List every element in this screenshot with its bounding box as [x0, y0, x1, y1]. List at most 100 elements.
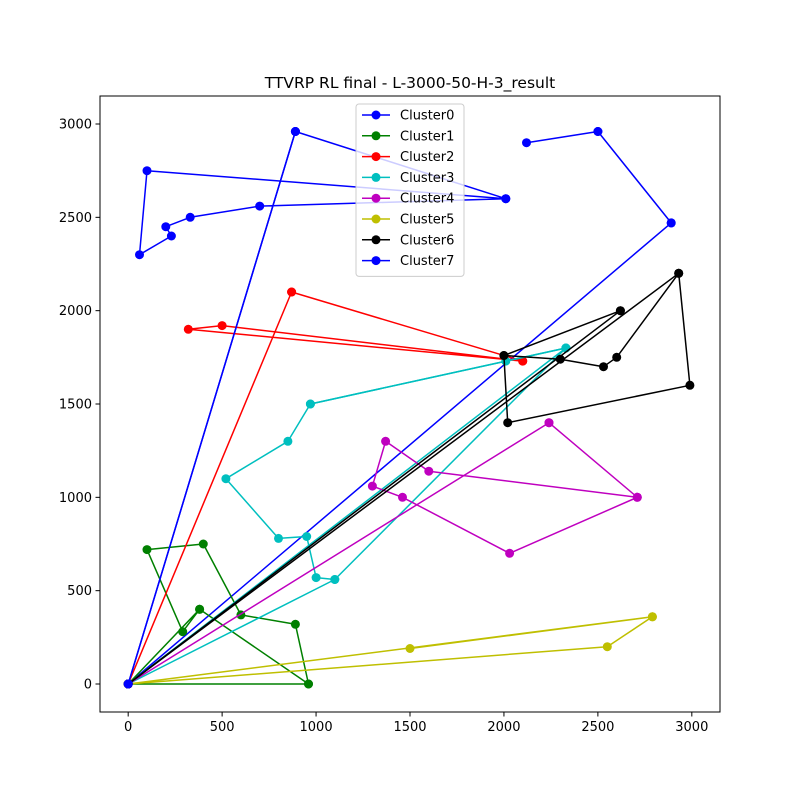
point-cluster4: [505, 548, 515, 558]
y-tick-label: 3000: [59, 118, 92, 133]
route-line-cluster6: [127, 272, 691, 685]
point-cluster3: [274, 533, 283, 543]
point-cluster3: [221, 474, 231, 484]
x-tick-label: 500: [210, 720, 235, 735]
point-cluster6: [674, 268, 684, 278]
x-tick-label: 2000: [487, 720, 520, 735]
legend-label: Cluster7: [400, 254, 454, 269]
point-cluster0: [666, 218, 676, 228]
point-cluster6: [499, 351, 509, 360]
point-cluster0: [161, 222, 171, 232]
point-cluster0: [142, 166, 152, 176]
legend-label: Cluster2: [400, 150, 454, 165]
legend-entry-cluster6: Cluster6: [362, 233, 454, 248]
point-cluster1: [198, 539, 208, 549]
series-cluster0: [123, 127, 676, 689]
point-cluster2: [217, 321, 227, 331]
legend-marker: [371, 214, 381, 224]
point-cluster4: [381, 436, 391, 446]
x-tick-label: 0: [124, 720, 132, 735]
point-cluster3: [305, 399, 315, 409]
chart-title: TTVRP RL final - L-3000-50-H-3_result: [264, 74, 556, 93]
y-tick-label: 1500: [59, 398, 92, 413]
y-tick-label: 2000: [59, 304, 92, 319]
legend-label: Cluster6: [400, 233, 454, 248]
legend-entry-cluster4: Cluster4: [362, 192, 454, 207]
route-line-cluster0: [127, 130, 507, 685]
point-cluster5: [647, 612, 657, 622]
legend-marker: [371, 235, 381, 245]
y-tick-label: 2500: [59, 211, 92, 226]
point-cluster0: [501, 194, 511, 204]
point-cluster2: [518, 356, 528, 366]
series-cluster6: [123, 268, 695, 689]
legend-label: Cluster0: [400, 109, 454, 124]
x-tick-label: 3000: [675, 720, 708, 735]
point-cluster3: [302, 532, 312, 541]
plot-area: 0 500 1000 1500 2000 2500 3000 0 500 1000 1500 2000…: [59, 95, 721, 735]
legend-marker: [371, 193, 381, 203]
point-cluster6: [685, 380, 695, 390]
legend: Cluster0 Cluster1 Cluster2 Cluster3 Cluster4…: [355, 103, 465, 277]
legend-marker: [371, 110, 381, 120]
point-cluster4: [424, 466, 434, 476]
legend-entry-cluster5: Cluster5: [362, 213, 454, 228]
point-cluster7: [290, 127, 300, 136]
point-cluster1: [178, 627, 188, 637]
point-cluster0: [522, 138, 531, 148]
point-cluster2: [287, 287, 297, 297]
point-cluster0: [135, 250, 144, 260]
point-cluster5: [602, 642, 612, 652]
point-cluster3: [283, 436, 293, 446]
legend-entry-cluster7: Cluster7: [362, 254, 454, 269]
point-cluster6: [612, 352, 622, 362]
legend-entry-cluster3: Cluster3: [362, 171, 454, 186]
series-cluster3: [123, 343, 571, 689]
point-cluster0: [185, 212, 195, 222]
legend-marker: [371, 172, 381, 182]
series-layer: [123, 127, 695, 689]
point-cluster4: [398, 492, 407, 502]
point-cluster3: [311, 573, 321, 583]
point-cluster1: [304, 679, 313, 689]
point-cluster4: [367, 481, 377, 491]
legend-label: Cluster3: [400, 171, 454, 186]
legend-entry-cluster0: Cluster0: [362, 109, 454, 124]
legend-label: Cluster5: [400, 213, 454, 228]
point-cluster6: [503, 418, 513, 428]
point-cluster6: [555, 354, 565, 364]
legend-entry-cluster1: Cluster1: [362, 129, 454, 144]
point-cluster0: [255, 201, 265, 211]
legend-marker: [371, 256, 381, 266]
series-cluster2: [123, 287, 528, 689]
legend-entry-cluster2: Cluster2: [362, 150, 454, 165]
y-tick-label: 0: [84, 678, 92, 693]
point-cluster4: [632, 492, 642, 502]
x-tick-label: 1000: [300, 720, 333, 735]
legend-label: Cluster4: [400, 192, 454, 207]
point-cluster6: [615, 306, 625, 316]
x-tick-label: 1500: [393, 720, 426, 735]
route-line-cluster2: [127, 291, 524, 685]
legend-box: [355, 103, 465, 277]
x-tick-label: 2500: [581, 720, 614, 735]
point-cluster1: [195, 604, 205, 614]
point-cluster7: [123, 679, 133, 689]
legend-label: Cluster1: [400, 129, 454, 144]
point-cluster5: [405, 644, 415, 653]
point-cluster1: [290, 619, 300, 629]
point-cluster1: [142, 545, 152, 555]
point-cluster2: [183, 324, 193, 334]
point-cluster0: [593, 127, 603, 136]
point-cluster6: [599, 362, 608, 372]
series-cluster7: [123, 127, 300, 689]
legend-marker: [371, 131, 381, 141]
point-cluster4: [544, 418, 554, 428]
y-tick-label: 500: [67, 584, 92, 599]
route-line-cluster5: [128, 616, 654, 685]
y-tick-label: 1000: [59, 491, 92, 506]
point-cluster3: [330, 575, 340, 584]
route-line-cluster3: [127, 347, 567, 685]
legend-marker: [371, 152, 381, 162]
